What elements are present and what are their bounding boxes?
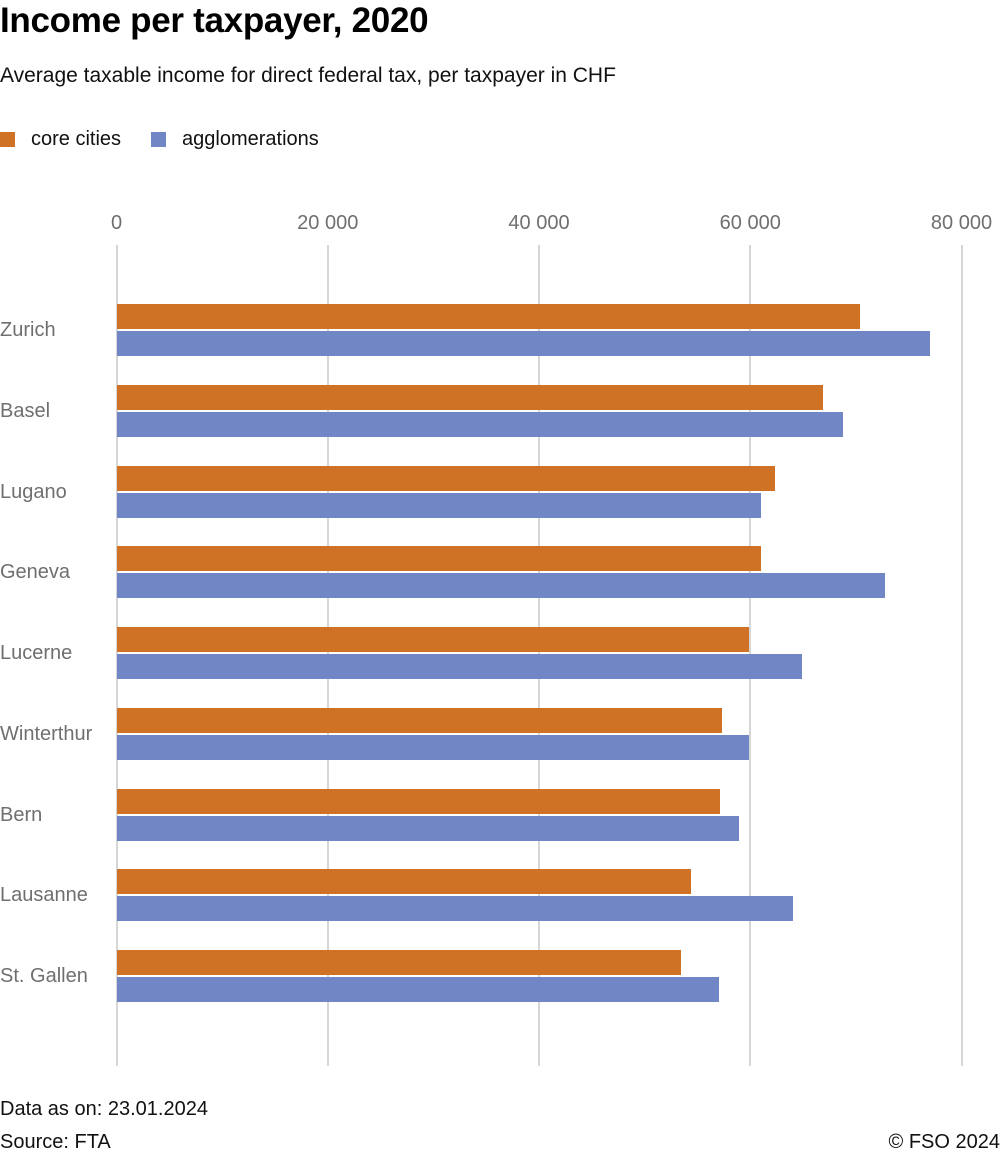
source-note: Source: FTA	[0, 1131, 111, 1153]
legend-swatch-agglomerations	[151, 131, 167, 147]
copyright-note: © FSO 2024	[888, 1131, 1000, 1153]
bar-agglomerations[interactable]	[116, 492, 761, 518]
bar-agglomerations[interactable]	[116, 815, 739, 841]
x-axis-tick-label: 40 000	[508, 212, 570, 234]
bar-agglomerations[interactable]	[116, 573, 886, 599]
legend-label: agglomerations	[182, 128, 319, 150]
bar-agglomerations[interactable]	[116, 411, 844, 437]
category-label: St. Gallen	[0, 965, 88, 987]
bar-core-cities[interactable]	[116, 869, 692, 895]
category-label: Lausanne	[0, 884, 88, 907]
legend-swatch-core-cities	[0, 131, 15, 147]
bar-core-cities[interactable]	[116, 546, 761, 572]
bar-core-cities[interactable]	[116, 707, 722, 733]
x-axis-tick-label: 80 000	[930, 212, 993, 234]
x-axis-tick-label: 0	[110, 212, 123, 234]
category-label: Zurich	[0, 319, 56, 341]
bar-chart: 0 20 000 40 000 60 000 80 000 Zurich Basel Luga…	[0, 200, 1004, 1070]
data-date-note: Data as on: 23.01.2024	[0, 1098, 208, 1120]
chart-subtitle: Average taxable income for direct federa…	[0, 64, 616, 87]
x-axis-tick-label: 20 000	[297, 212, 359, 234]
bar-core-cities[interactable]	[116, 627, 750, 652]
bar-agglomerations[interactable]	[116, 331, 930, 356]
category-label: Bern	[0, 803, 43, 826]
legend: core cities agglomerations	[0, 126, 349, 152]
category-label: Lucerne	[0, 642, 73, 664]
bar-core-cities[interactable]	[116, 788, 720, 814]
chart-title: Income per taxpayer, 2020	[0, 1, 429, 40]
legend-label: core cities	[31, 128, 122, 150]
bar-core-cities[interactable]	[116, 465, 775, 491]
x-axis-tick-label: 60 000	[719, 212, 781, 234]
legend-item-core-cities[interactable]: core cities	[0, 126, 121, 152]
category-label: Winterthur	[0, 722, 93, 745]
bar-agglomerations[interactable]	[116, 654, 802, 679]
bar-core-cities[interactable]	[116, 384, 824, 410]
category-label: Geneva	[0, 561, 71, 584]
category-label: Basel	[0, 399, 51, 422]
bar-core-cities[interactable]	[116, 950, 681, 975]
legend-item-agglomerations[interactable]: agglomerations	[151, 126, 319, 152]
bar-agglomerations[interactable]	[116, 896, 793, 922]
gridline	[960, 245, 963, 1066]
bar-agglomerations[interactable]	[116, 734, 750, 760]
bar-core-cities[interactable]	[116, 304, 861, 329]
bar-agglomerations[interactable]	[116, 977, 719, 1002]
category-label: Lugano	[0, 480, 67, 503]
